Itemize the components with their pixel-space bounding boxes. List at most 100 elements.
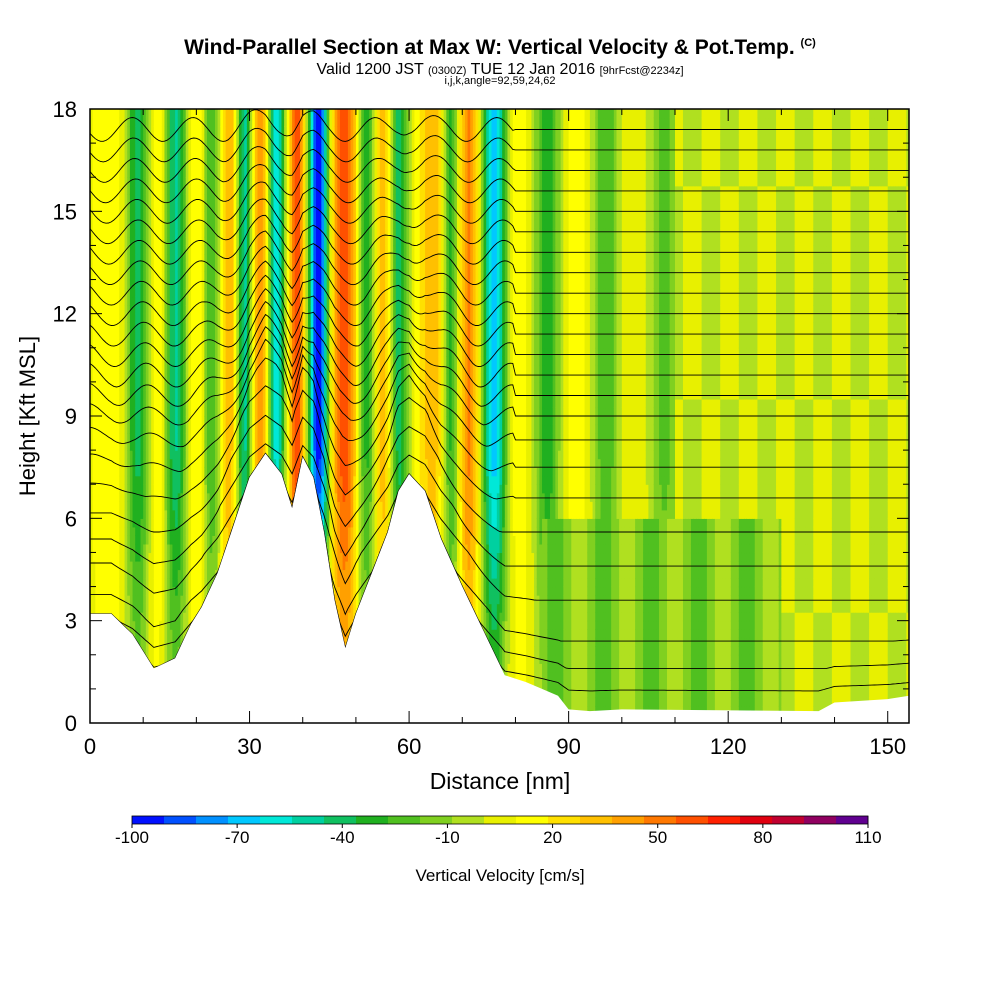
velocity-cell bbox=[132, 168, 136, 178]
velocity-cell bbox=[132, 160, 136, 170]
velocity-cell bbox=[127, 296, 131, 306]
velocity-cell bbox=[124, 109, 128, 119]
velocity-cell bbox=[116, 501, 120, 511]
velocity-cell bbox=[108, 509, 112, 519]
velocity-cell bbox=[167, 236, 171, 247]
velocity-cell bbox=[161, 518, 166, 528]
velocity-cell bbox=[90, 271, 94, 281]
velocity-cell bbox=[90, 194, 94, 204]
velocity-cell bbox=[113, 492, 118, 502]
velocity-cell bbox=[113, 219, 118, 229]
velocity-cell bbox=[95, 253, 99, 264]
velocity-cell bbox=[111, 296, 115, 306]
velocity-cell bbox=[169, 262, 174, 272]
velocity-cell bbox=[159, 381, 163, 392]
velocity-cell bbox=[97, 364, 102, 374]
velocity-cell bbox=[161, 143, 166, 153]
velocity-cell bbox=[169, 322, 174, 332]
velocity-cell bbox=[169, 347, 174, 357]
velocity-cell bbox=[151, 603, 155, 613]
velocity-cell bbox=[121, 296, 126, 306]
velocity-cell bbox=[97, 535, 102, 545]
velocity-cell bbox=[90, 253, 94, 264]
velocity-cell bbox=[167, 109, 171, 119]
velocity-cell bbox=[140, 253, 144, 264]
velocity-cell bbox=[119, 416, 123, 426]
velocity-cell bbox=[143, 143, 147, 153]
velocity-cell bbox=[153, 467, 158, 477]
velocity-cell bbox=[135, 416, 139, 426]
velocity-cell bbox=[97, 373, 102, 383]
velocity-cell bbox=[161, 134, 166, 144]
velocity-cell bbox=[167, 586, 171, 596]
velocity-cell bbox=[135, 467, 139, 477]
velocity-cell bbox=[105, 484, 110, 494]
velocity-cell bbox=[132, 219, 136, 229]
velocity-cell bbox=[137, 305, 142, 315]
velocity-cell bbox=[143, 211, 147, 221]
velocity-cell bbox=[100, 373, 104, 383]
velocity-cell bbox=[121, 475, 126, 485]
velocity-cell bbox=[116, 305, 120, 315]
velocity-cell bbox=[140, 219, 144, 229]
velocity-cell bbox=[129, 279, 134, 289]
velocity-cell bbox=[153, 603, 158, 613]
velocity-cell bbox=[116, 236, 120, 247]
velocity-cell bbox=[132, 433, 136, 443]
velocity-cell bbox=[121, 109, 126, 119]
velocity-cell bbox=[92, 552, 96, 562]
velocity-cell bbox=[145, 245, 150, 255]
velocity-cell bbox=[103, 296, 107, 306]
velocity-cell bbox=[124, 373, 128, 383]
velocity-cell bbox=[161, 509, 166, 519]
velocity-cell bbox=[167, 433, 171, 443]
velocity-cell bbox=[103, 475, 107, 485]
velocity-cell bbox=[90, 236, 94, 247]
velocity-cell bbox=[156, 288, 160, 298]
velocity-cell bbox=[113, 271, 118, 281]
velocity-cell bbox=[111, 177, 115, 187]
velocity-cell bbox=[156, 569, 160, 579]
velocity-cell bbox=[113, 194, 118, 204]
velocity-cell bbox=[159, 211, 163, 221]
velocity-cell bbox=[116, 194, 120, 204]
velocity-cell bbox=[127, 390, 131, 400]
velocity-cell bbox=[124, 185, 128, 195]
velocity-cell bbox=[103, 202, 107, 212]
velocity-cell bbox=[105, 356, 110, 366]
velocity-cell bbox=[156, 603, 160, 613]
velocity-cell bbox=[151, 646, 155, 656]
velocity-cell bbox=[111, 526, 115, 536]
velocity-cell bbox=[137, 620, 142, 630]
velocity-cell bbox=[164, 586, 168, 596]
velocity-cell bbox=[111, 347, 115, 357]
velocity-cell bbox=[153, 390, 158, 400]
velocity-cell bbox=[108, 168, 112, 178]
velocity-cell bbox=[108, 390, 112, 400]
velocity-cell bbox=[124, 211, 128, 221]
velocity-cell bbox=[159, 518, 163, 528]
velocity-cell bbox=[124, 509, 128, 519]
velocity-cell bbox=[156, 595, 160, 605]
velocity-cell bbox=[164, 245, 168, 255]
velocity-cell bbox=[116, 228, 120, 238]
velocity-cell bbox=[159, 151, 163, 161]
velocity-cell bbox=[121, 134, 126, 144]
velocity-cell bbox=[97, 552, 102, 562]
velocity-cell bbox=[143, 543, 147, 554]
velocity-cell bbox=[164, 501, 168, 511]
velocity-cell bbox=[151, 330, 155, 340]
velocity-cell bbox=[169, 356, 174, 366]
velocity-cell bbox=[156, 535, 160, 545]
velocity-cell bbox=[159, 475, 163, 485]
velocity-cell bbox=[108, 177, 112, 187]
velocity-cell bbox=[113, 526, 118, 536]
velocity-cell bbox=[167, 654, 171, 664]
velocity-cell bbox=[135, 578, 139, 588]
velocity-cell bbox=[95, 595, 99, 605]
velocity-cell bbox=[100, 416, 104, 426]
velocity-cell bbox=[167, 407, 171, 417]
velocity-cell bbox=[151, 535, 155, 545]
velocity-cell bbox=[164, 262, 168, 272]
velocity-cell bbox=[145, 211, 150, 221]
